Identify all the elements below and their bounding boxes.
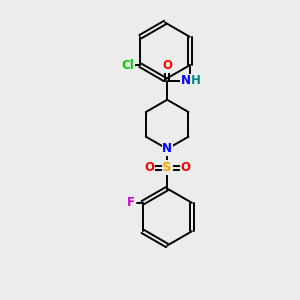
Text: N: N [162, 142, 172, 155]
Text: O: O [144, 161, 154, 174]
Text: H: H [191, 74, 201, 87]
Text: F: F [127, 196, 135, 209]
Text: O: O [180, 161, 190, 174]
Text: Cl: Cl [121, 59, 134, 72]
Text: N: N [181, 74, 191, 87]
Text: S: S [162, 161, 172, 174]
Text: O: O [162, 59, 172, 72]
